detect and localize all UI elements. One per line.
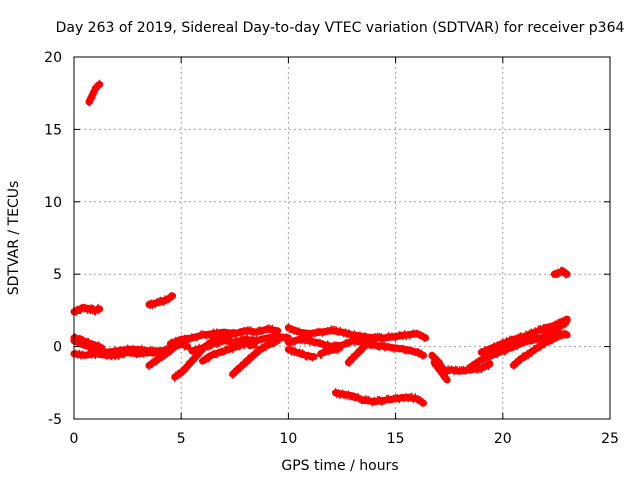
data-point <box>533 329 541 336</box>
data-point <box>369 334 377 342</box>
data-point <box>418 352 426 360</box>
data-point <box>251 350 259 358</box>
y-axis-label: SDTVAR / TECUs <box>6 181 22 296</box>
x-tick-label: 20 <box>494 431 512 447</box>
data-point <box>204 355 212 363</box>
data-point <box>183 341 191 349</box>
data-point <box>442 375 450 383</box>
x-tick-label: 10 <box>279 431 297 447</box>
data-point <box>417 349 425 357</box>
data-point <box>483 361 491 369</box>
data-point <box>560 330 568 338</box>
data-point <box>309 354 317 362</box>
plot-frame <box>73 56 611 420</box>
data-point <box>95 307 103 315</box>
data-point <box>168 293 176 301</box>
y-tick-label: 15 <box>44 122 62 138</box>
x-tick-label: 15 <box>387 431 405 447</box>
x-tick-label: 5 <box>177 431 186 447</box>
data-point <box>97 345 105 353</box>
data-point <box>249 340 257 348</box>
data-point <box>299 349 307 357</box>
data-point <box>335 346 343 354</box>
data-point <box>307 353 315 361</box>
x-tick-label: 0 <box>70 431 79 447</box>
data-point <box>95 79 103 87</box>
x-axis-label: GPS time / hours <box>281 458 398 474</box>
data-point <box>559 331 567 339</box>
data-point <box>418 399 426 407</box>
data-points <box>70 79 571 407</box>
y-tick-label: 20 <box>44 50 62 66</box>
data-point <box>485 363 492 370</box>
data-point <box>273 338 281 345</box>
chart-title: Day 263 of 2019, Sidereal Day-to-day VTE… <box>56 20 625 36</box>
data-point <box>562 270 570 278</box>
y-tick-label: 0 <box>53 340 62 356</box>
data-point <box>283 333 291 341</box>
data-point <box>95 341 103 349</box>
data-point <box>420 335 428 342</box>
data-point <box>417 398 425 406</box>
x-tick-label: 25 <box>601 431 619 447</box>
y-tick-label: -5 <box>48 412 62 428</box>
data-point <box>563 318 571 325</box>
axis-ticks: 0 5 10 15 20 25 -5 0 5 10 15 20 <box>44 50 619 447</box>
y-tick-label: 10 <box>44 195 62 211</box>
data-point <box>185 361 193 369</box>
y-tick-label: 5 <box>53 267 62 283</box>
data-point <box>243 359 251 367</box>
